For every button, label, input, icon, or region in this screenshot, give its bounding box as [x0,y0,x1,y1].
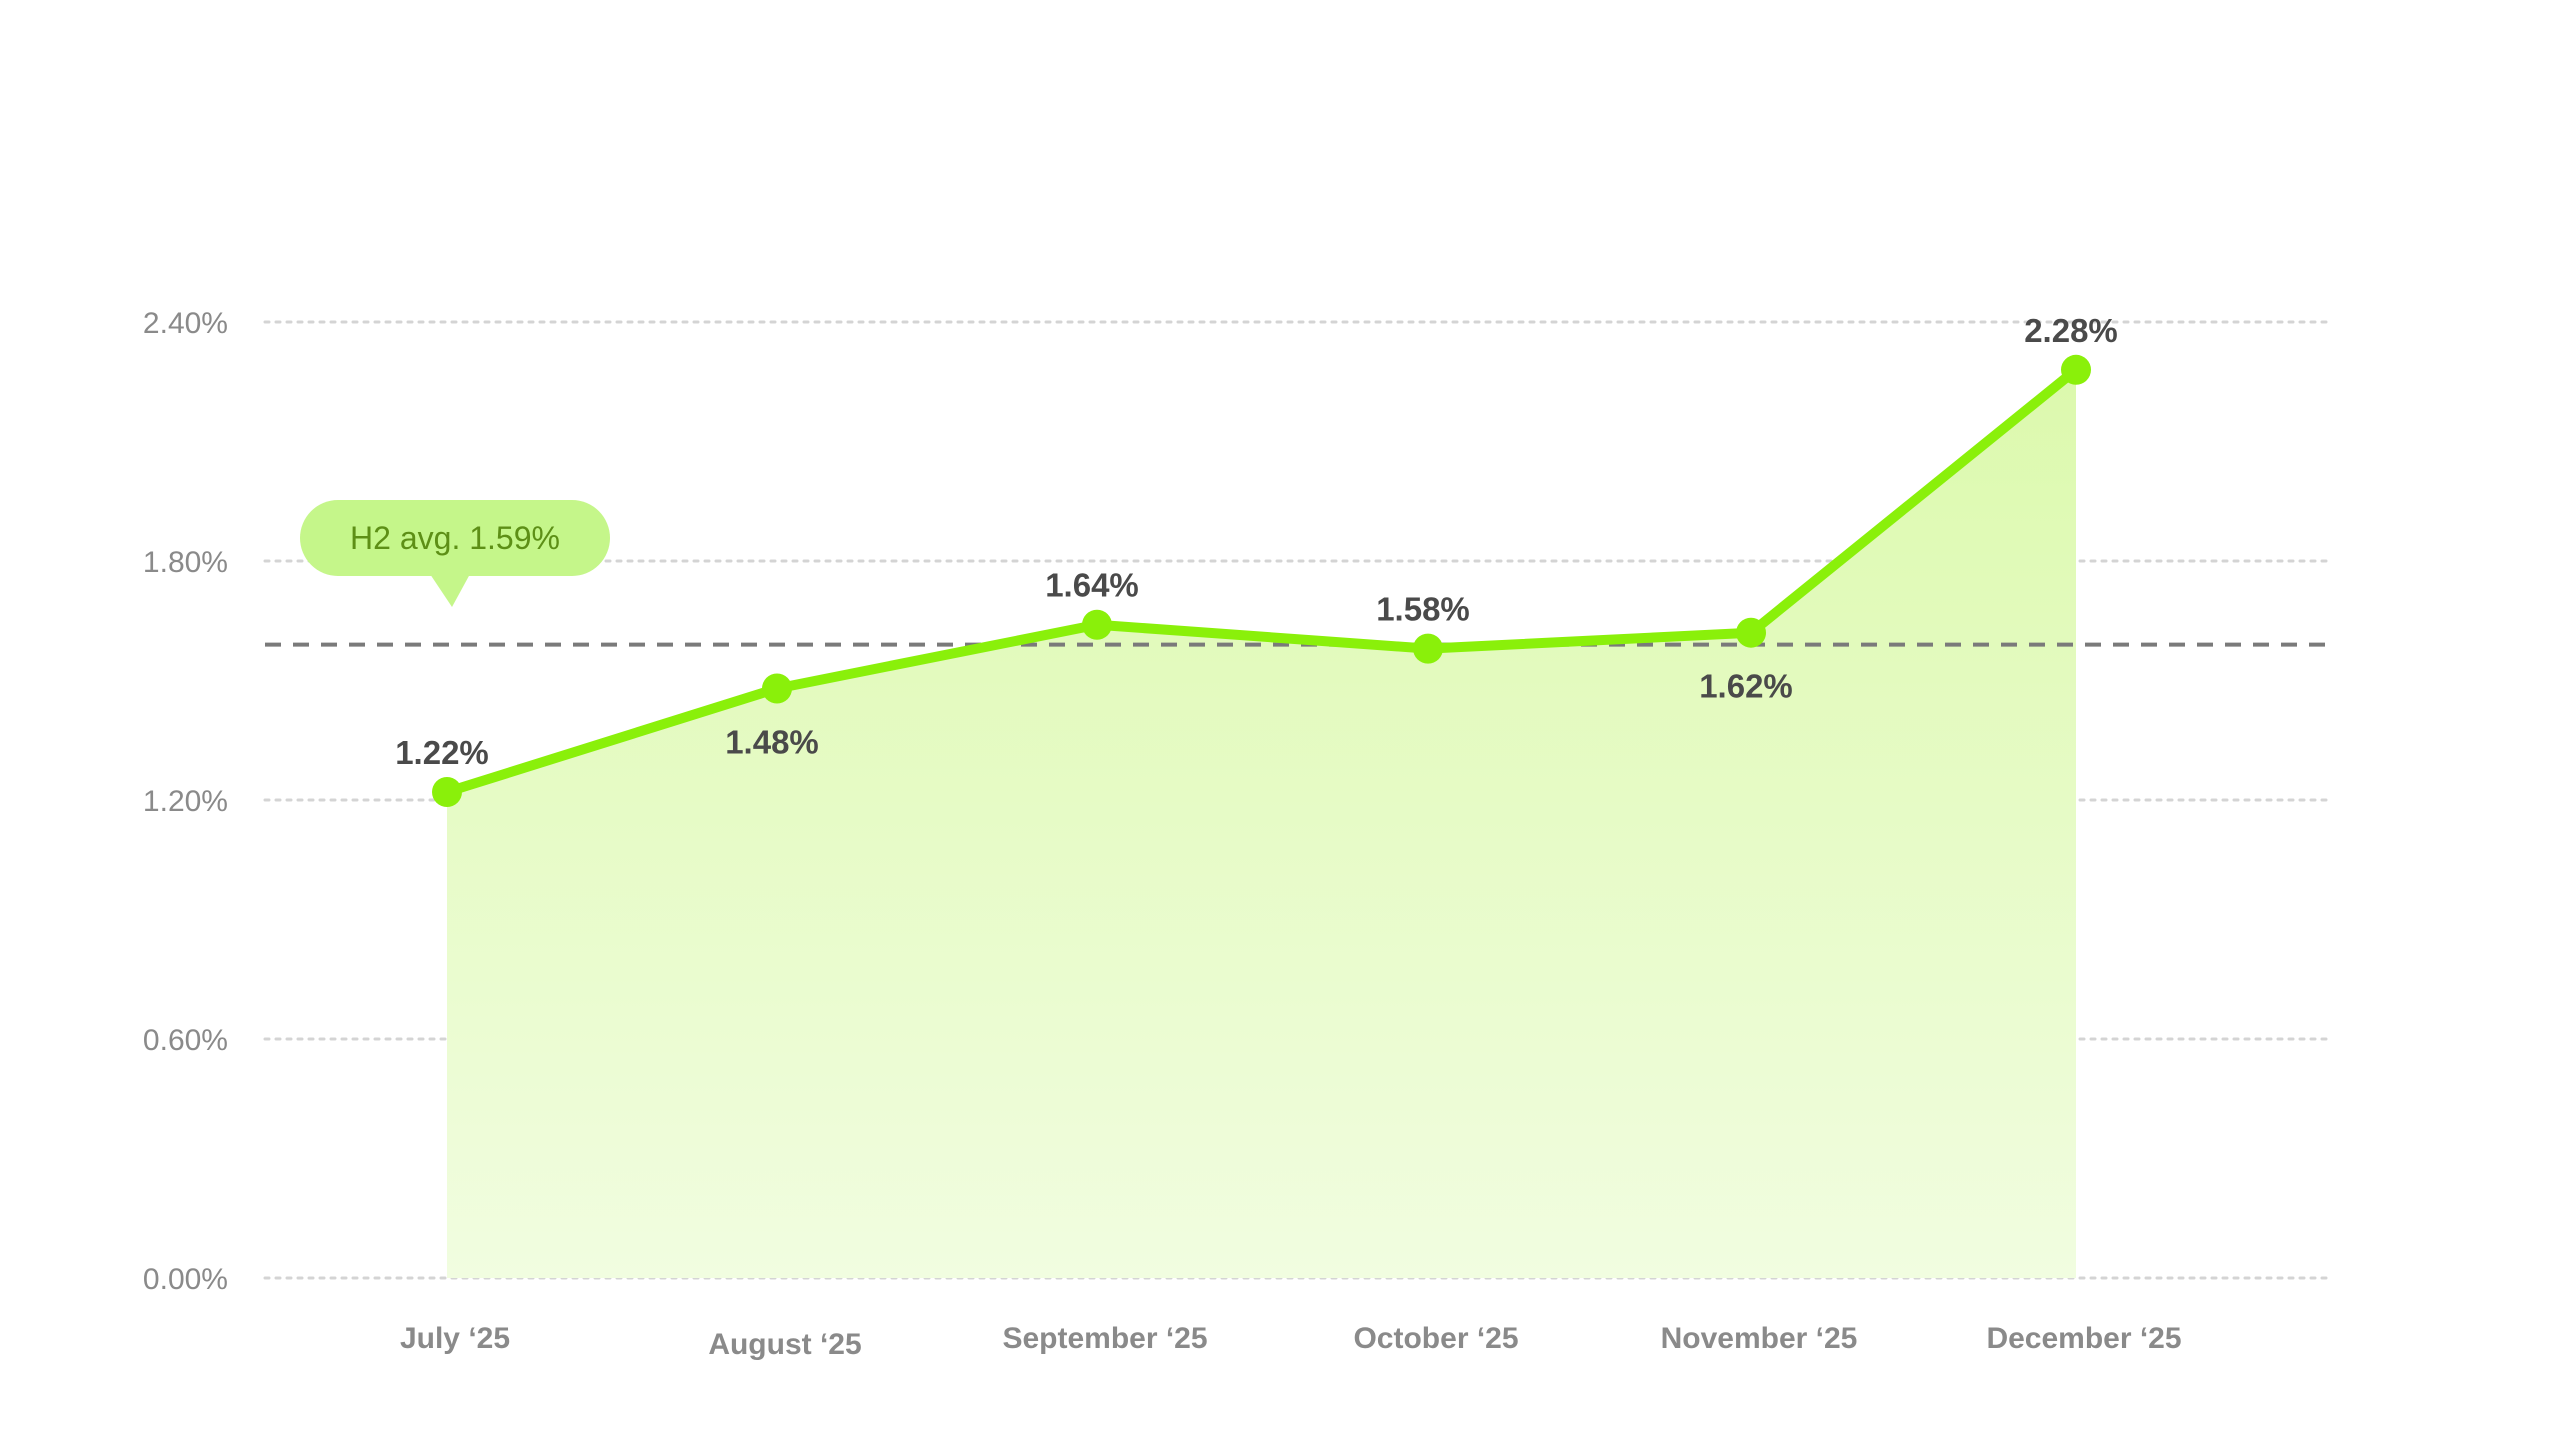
area-fill-shape [447,369,2076,1278]
data-label: 1.58% [1376,591,1470,628]
x-tick-label: October ‘25 [1353,1322,1518,1355]
series-line [442,364,2081,798]
y-tick-label: 0.00% [143,1263,228,1296]
data-point [1736,617,1766,648]
data-point [1082,609,1112,640]
y-tick-label: 2.40% [143,307,228,340]
data-point [2061,354,2091,385]
y-tick-label: 1.20% [143,785,228,818]
data-label: 1.22% [395,734,489,771]
x-axis: July ‘25 August ‘25 September ‘25 October ‘… [400,1322,2182,1361]
average-reference: H2 avg. 1.59% [265,500,2330,647]
data-point [432,777,462,808]
x-tick-label: August ‘25 [708,1328,861,1361]
data-label: 2.28% [2024,312,2118,349]
x-tick-label: July ‘25 [400,1322,510,1355]
average-badge-pointer [430,574,470,607]
y-tick-label: 1.80% [143,546,228,579]
data-point [762,673,792,704]
data-label: 1.48% [725,723,819,760]
y-tick-label: 0.60% [143,1024,228,1057]
series [442,364,2081,798]
y-axis: 0.00% 0.60% 1.20% 1.80% 2.40% [143,307,228,1296]
data-label: 1.64% [1045,567,1139,604]
data-labels: 1.22% 1.48% 1.64% 1.58% 1.62% 2.28% [395,312,2118,771]
x-tick-label: November ‘25 [1661,1322,1858,1355]
x-tick-label: September ‘25 [1002,1322,1207,1355]
average-badge-bubble [300,500,610,576]
average-badge-label: H2 avg. 1.59% [350,520,560,556]
data-point [1413,633,1443,664]
data-label: 1.62% [1699,668,1793,705]
area-fill [447,369,2076,1278]
x-tick-label: December ‘25 [1986,1322,2181,1355]
average-badge: H2 avg. 1.59% [300,500,610,607]
data-points [432,354,2091,808]
